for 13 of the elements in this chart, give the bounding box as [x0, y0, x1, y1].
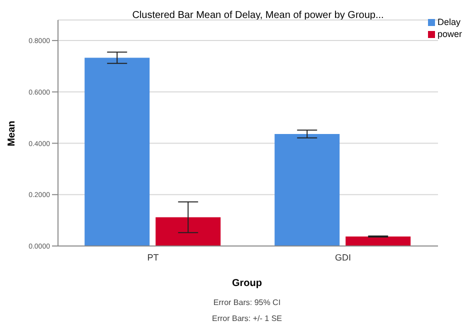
x-axis-title: Group [231, 278, 263, 289]
bar [274, 134, 340, 246]
text: Error Bars: +/- 1 SE [210, 314, 284, 323]
bar [156, 217, 221, 246]
bar [84, 58, 150, 246]
y-axis-title: Mean [6, 120, 18, 148]
text: Error Bars: 95% CI [212, 298, 282, 307]
bar [346, 236, 411, 246]
legend-label: Delay [437, 16, 460, 28]
chart-title: Clustered Bar Mean of Delay, Mean of power by Group... [132, 10, 384, 21]
x-tick-label: PT [147, 252, 160, 262]
x-tick-label: GDI [334, 252, 352, 262]
legend-label: power [437, 28, 462, 40]
